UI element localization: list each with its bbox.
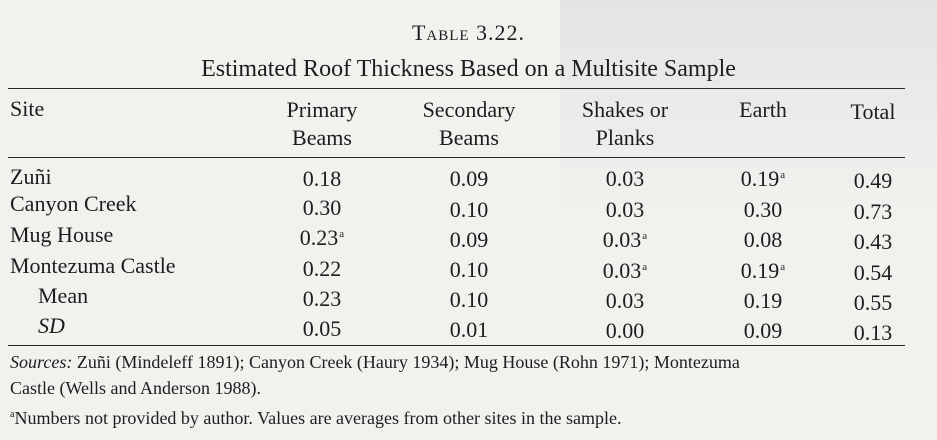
cell-earth: 0.09 (743, 318, 783, 343)
cell-secondary: 0.10 (449, 257, 489, 282)
cell-total: 0.49 (853, 168, 893, 193)
summary-label: Mean (38, 283, 89, 308)
footnote-marker: a (780, 260, 786, 273)
footnote-marker: a (780, 168, 786, 181)
cell-secondary: 0.09 (449, 227, 489, 252)
sources-line-1: Zuñi (Mindeleff 1891); Canyon Creek (Hau… (76, 352, 740, 372)
cell-primary: 0.05 (302, 316, 342, 341)
header-primary-beams: Primary Beams (286, 97, 358, 150)
row-site: Mug House (10, 222, 114, 247)
cell-earth: 0.08 (743, 227, 783, 252)
cell-total: 0.73 (853, 199, 893, 224)
cell-primary: 0.18 (302, 166, 342, 191)
header-shakes-or-planks: Shakes or Planks (581, 97, 669, 150)
bleed-through-shading (560, 0, 937, 210)
footnote-marker: a (10, 409, 15, 420)
cell-primary: 0.30 (302, 195, 342, 220)
table-title: Estimated Roof Thickness Based on a Mult… (201, 56, 736, 82)
cell-shakes: 0.03a (602, 258, 648, 283)
cell-earth: 0.19a (740, 166, 786, 191)
footnote-marker: a (642, 260, 648, 273)
footnote-marker: a (339, 227, 345, 240)
header-earth: Earth (739, 97, 787, 122)
sources-line-2: Castle (Wells and Anderson 1988). (10, 378, 262, 398)
footnote: aNumbers not provided by author. Values … (10, 406, 910, 430)
cell-total: 0.55 (853, 290, 893, 315)
summary-label: SD (38, 313, 65, 338)
cell-total: 0.43 (853, 229, 893, 254)
row-site: Montezuma Castle (10, 253, 176, 278)
cell-total: 0.54 (853, 260, 893, 285)
cell-shakes: 0.03a (602, 227, 648, 252)
cell-secondary: 0.10 (449, 197, 489, 222)
row-site: Zuñi (10, 164, 52, 189)
cell-primary: 0.23 (302, 286, 342, 311)
footnote-marker: a (642, 229, 648, 242)
cell-primary: 0.23a (299, 225, 345, 250)
header-site: Site (10, 96, 45, 121)
cell-shakes: 0.00 (605, 318, 645, 343)
sources-lead: Sources: (10, 352, 73, 372)
footnote-text: Numbers not provided by author. Values a… (14, 408, 622, 428)
header-secondary-beams: Secondary Beams (422, 97, 516, 150)
cell-earth: 0.19a (740, 258, 786, 283)
header-rule (8, 157, 905, 158)
cell-earth: 0.19 (743, 288, 783, 313)
cell-shakes: 0.03 (605, 197, 645, 222)
cell-secondary: 0.09 (449, 166, 489, 191)
bottom-rule (8, 345, 905, 346)
sources-note: Sources: Zuñi (Mindeleff 1891); Canyon C… (10, 349, 910, 401)
cell-secondary: 0.01 (449, 317, 489, 342)
header-total: Total (850, 99, 896, 124)
cell-secondary: 0.10 (449, 287, 489, 312)
top-rule (8, 88, 905, 89)
cell-shakes: 0.03 (605, 166, 645, 191)
cell-primary: 0.22 (302, 256, 342, 281)
cell-earth: 0.30 (743, 197, 783, 222)
cell-total: 0.13 (853, 320, 893, 345)
cell-shakes: 0.03 (605, 288, 645, 313)
table-number: Table 3.22. (411, 20, 526, 45)
row-site: Canyon Creek (10, 191, 137, 216)
